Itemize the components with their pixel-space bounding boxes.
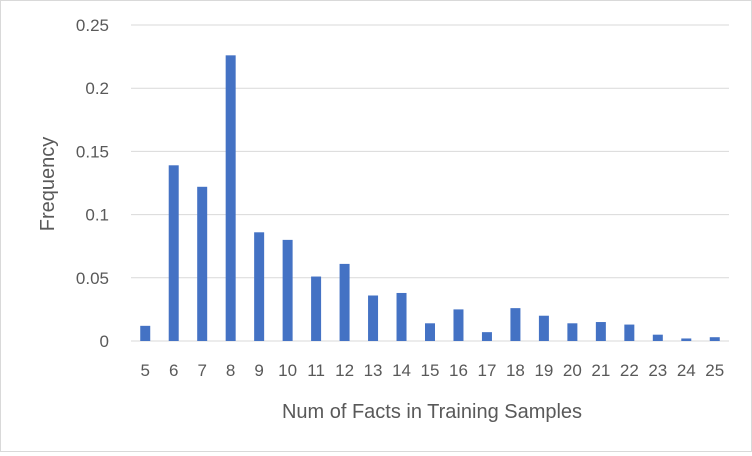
bars	[140, 55, 720, 341]
bar-14	[396, 292, 407, 341]
bar-13	[368, 295, 379, 341]
x-tick-label-12: 12	[335, 361, 354, 380]
y-tick-label: 0.25	[76, 16, 109, 35]
x-tick-label-16: 16	[449, 361, 468, 380]
x-tick-label-18: 18	[506, 361, 525, 380]
y-tick-label: 0.1	[85, 206, 109, 225]
y-axis-ticks: 0 0.05 0.1 0.15 0.2 0.25	[76, 16, 109, 351]
x-tick-label-17: 17	[477, 361, 496, 380]
bar-8	[225, 55, 236, 341]
x-tick-label-6: 6	[169, 361, 178, 380]
y-tick-label: 0.05	[76, 269, 109, 288]
bar-18	[510, 308, 521, 341]
x-tick-label-5: 5	[141, 361, 150, 380]
bar-12	[339, 263, 350, 341]
bar-6	[168, 165, 179, 341]
x-tick-label-8: 8	[226, 361, 235, 380]
x-tick-label-19: 19	[534, 361, 553, 380]
x-tick-label-24: 24	[677, 361, 696, 380]
y-tick-label: 0.2	[85, 79, 109, 98]
y-tick-label: 0	[100, 332, 109, 351]
x-tick-label-20: 20	[563, 361, 582, 380]
x-tick-label-9: 9	[254, 361, 263, 380]
x-tick-label-11: 11	[307, 361, 325, 380]
bar-25	[709, 337, 720, 341]
x-tick-label-13: 13	[364, 361, 383, 380]
bar-24	[681, 338, 692, 341]
y-tick-label: 0.15	[76, 142, 109, 161]
gridlines	[131, 24, 729, 342]
bar-19	[538, 315, 549, 341]
bar-9	[254, 232, 265, 341]
x-tick-label-10: 10	[278, 361, 297, 380]
y-axis-title: Frequency	[37, 137, 59, 232]
x-tick-label-15: 15	[421, 361, 440, 380]
x-tick-label-14: 14	[392, 361, 411, 380]
x-tick-label-22: 22	[620, 361, 639, 380]
bar-15	[425, 323, 435, 341]
x-tick-label-25: 25	[705, 361, 724, 380]
bar-21	[595, 322, 606, 341]
bar-7	[197, 186, 208, 341]
x-tick-label-21: 21	[591, 361, 610, 380]
bar-5	[140, 325, 151, 341]
bar-20	[567, 323, 578, 341]
bar-22	[624, 324, 635, 341]
bar-16	[453, 309, 464, 341]
x-axis-title: Num of Facts in Training Samples	[282, 401, 582, 423]
bar-23	[652, 334, 663, 341]
bar-11	[311, 276, 322, 341]
x-tick-label-7: 7	[197, 361, 206, 380]
bar-17	[481, 332, 492, 341]
bar-10	[282, 239, 293, 341]
x-axis-ticks: 5 6 7 8 9 10 11 12 13 14 15 16 17 18 19 20 21 22 23 24 25	[141, 361, 725, 380]
x-tick-label-23: 23	[648, 361, 667, 380]
